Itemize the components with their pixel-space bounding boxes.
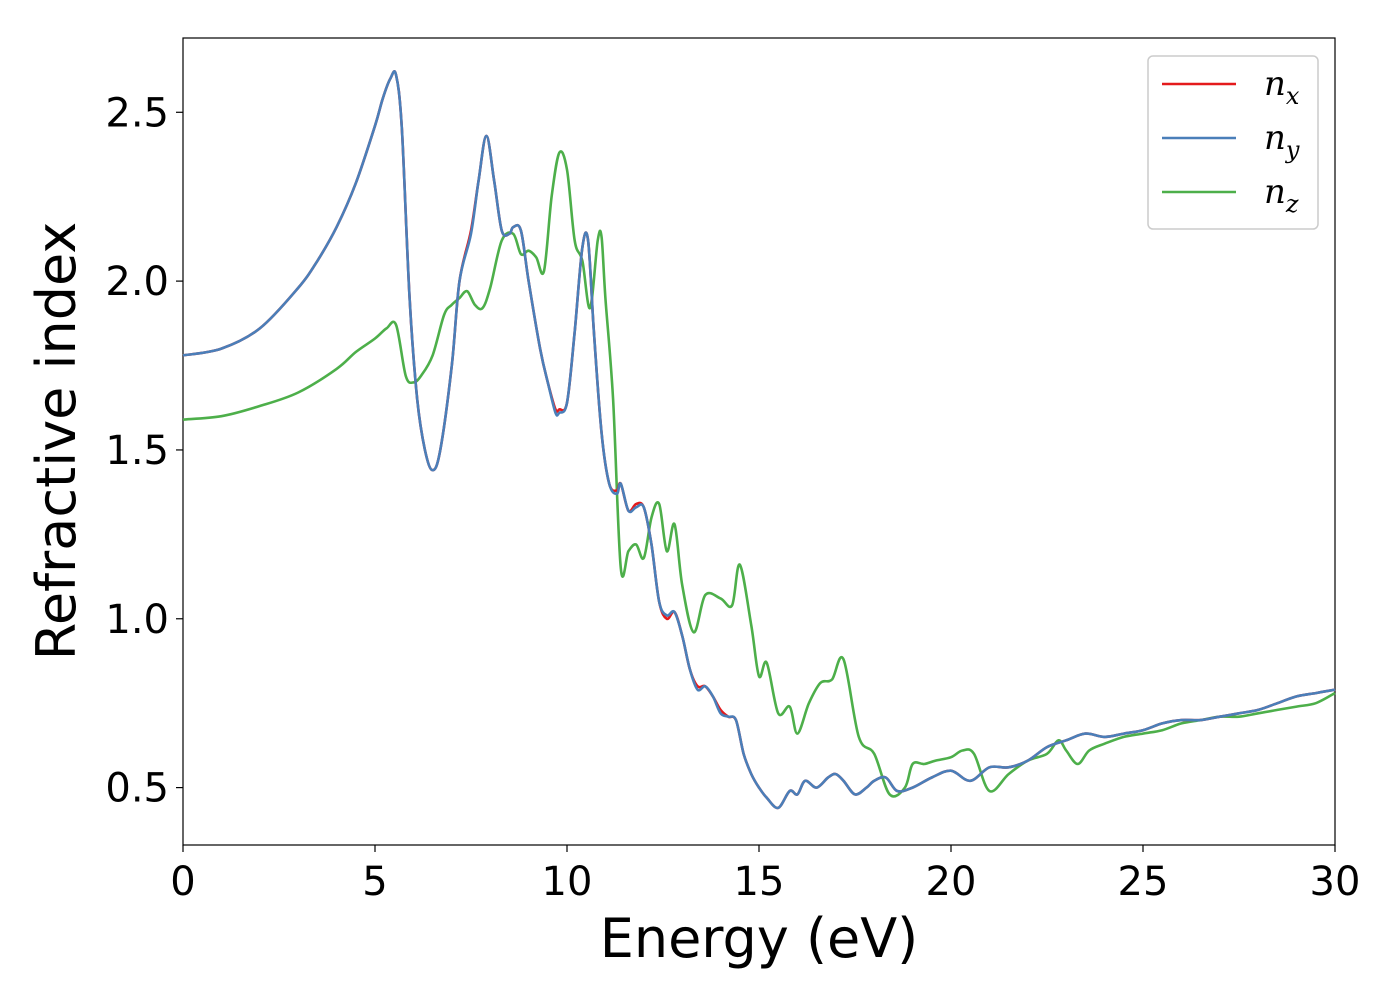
x-tick-label: 0 xyxy=(170,859,195,905)
y-tick-label: 0.5 xyxy=(105,766,169,812)
legend-label-y: ny xyxy=(1264,118,1300,164)
series-layer xyxy=(182,70,1336,810)
legend-label-z: nz xyxy=(1264,172,1299,218)
legend: nx ny nz xyxy=(1147,55,1319,230)
x-tick-label: 20 xyxy=(926,859,977,905)
x-tick-label: 10 xyxy=(542,859,593,905)
x-tick-label: 15 xyxy=(734,859,785,905)
y-tick-label: 2.5 xyxy=(105,90,169,136)
y-tick-label: 1.0 xyxy=(105,597,169,643)
plot-area xyxy=(182,37,1336,846)
y-axis-ticks: 0.5 1.0 1.5 2.0 2.5 xyxy=(105,90,183,812)
x-tick-label: 30 xyxy=(1310,859,1361,905)
x-tick-label: 5 xyxy=(362,859,387,905)
x-tick-label: 25 xyxy=(1118,859,1169,905)
y-axis-label: Refractive index xyxy=(25,222,88,661)
y-tick-label: 2.0 xyxy=(105,259,169,305)
series-line-y xyxy=(182,70,1336,810)
x-axis-label: Energy (eV) xyxy=(600,907,919,970)
legend-label-x: nx xyxy=(1264,64,1300,110)
series-line-z xyxy=(182,150,1336,798)
y-tick-label: 1.5 xyxy=(105,428,169,474)
x-axis-ticks: 0 5 10 15 20 25 30 xyxy=(170,845,1360,905)
legend-box xyxy=(1147,55,1319,230)
